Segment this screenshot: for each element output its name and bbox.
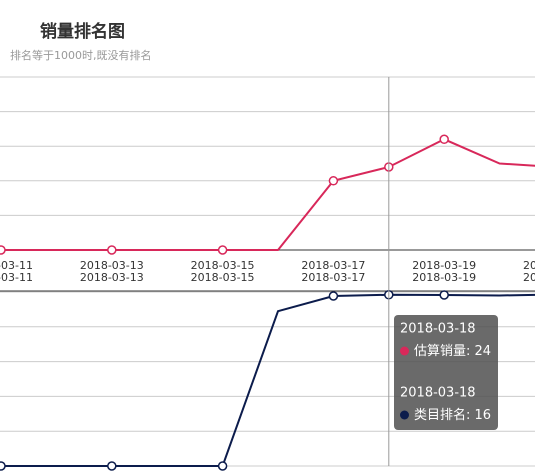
tooltip-value: 16 [475, 408, 492, 423]
x-tick-label: 2018-03-13 [80, 259, 144, 272]
tooltip-item: 估算销量: 24 [414, 344, 491, 359]
data-point [328, 291, 339, 301]
x-tick-label: 2018-03-19 [412, 271, 476, 284]
x-tick-label: 2018-03-17 [301, 271, 365, 284]
x-tick-label: 2018-03-11 [0, 259, 33, 272]
tooltip-value: 24 [475, 344, 492, 359]
x-tick-label: 2018-03-11 [0, 271, 33, 284]
series-line [1, 138, 535, 251]
x-tick-label: 2018-03-19 [412, 259, 476, 272]
tooltip-date: 2018-03-18 [400, 386, 476, 401]
data-point [439, 134, 449, 145]
tooltip-date: 2018-03-18 [400, 322, 476, 337]
tooltip-series-name: 类目排名 [414, 407, 466, 423]
x-tick-label: 2018-03-15 [191, 259, 255, 272]
x-tick-label: 2018-03-13 [80, 271, 144, 284]
x-tick-label: 2018-03-17 [301, 259, 365, 272]
data-point [217, 245, 228, 255]
tooltip-separator: : [466, 408, 475, 423]
x-tick-label: 2018-03-21 [523, 259, 535, 272]
data-point [439, 290, 449, 300]
data-point [217, 461, 228, 471]
tooltip-separator: : [466, 344, 475, 359]
tooltip-marker [400, 410, 409, 420]
tooltip-box [394, 315, 498, 430]
tooltip-marker [400, 346, 409, 356]
chart-subtitle: 排名等于1000时,既没有排名 [10, 48, 152, 62]
data-point [107, 245, 117, 255]
series-line [1, 293, 535, 467]
data-point [107, 461, 117, 471]
tooltip-series-name: 估算销量 [414, 344, 466, 359]
data-point [328, 176, 339, 186]
chart-title: 销量排名图 [40, 21, 125, 42]
data-point [0, 245, 6, 255]
x-tick-label: 2018-03-15 [191, 271, 255, 284]
x-tick-label: 2018-03-21 [523, 271, 535, 284]
data-point [0, 461, 6, 471]
tooltip: 2018-03-18 估算销量: 24 2018-03-18 类目排名: 16 [394, 315, 498, 430]
tooltip-item: 类目排名: 16 [414, 407, 491, 423]
